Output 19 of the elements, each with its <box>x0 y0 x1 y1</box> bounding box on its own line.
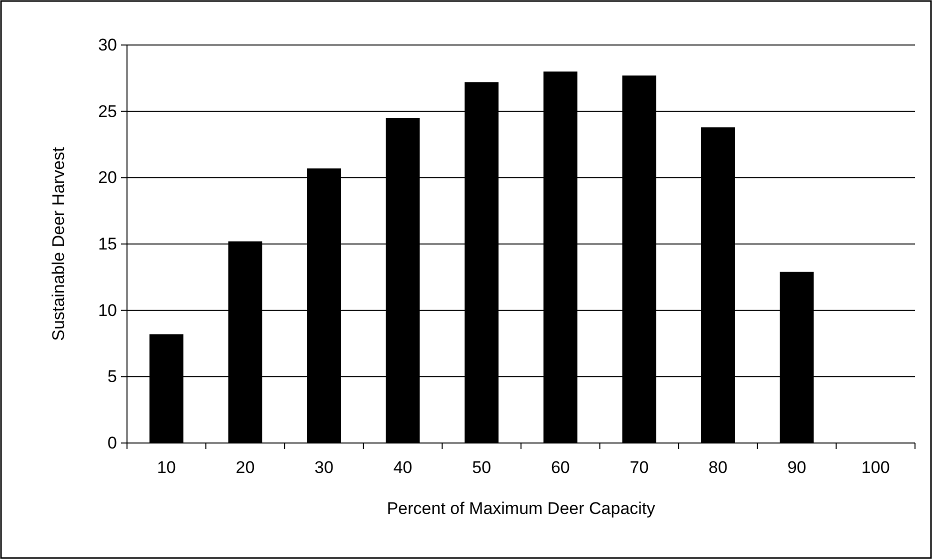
x-tick-label: 70 <box>630 458 649 477</box>
x-tick-label: 30 <box>314 458 334 477</box>
y-tick-label: 10 <box>98 300 117 320</box>
y-tick-label: 20 <box>98 168 117 188</box>
y-tick-label: 5 <box>108 367 117 386</box>
y-tick-label: 30 <box>98 35 117 54</box>
x-tick-label: 90 <box>787 458 806 477</box>
y-axis-title: Sustainable Deer Harvest <box>49 146 68 341</box>
x-tick-label: 10 <box>156 458 176 477</box>
y-tick-label: 25 <box>98 102 117 121</box>
x-tick-label: 80 <box>708 458 728 477</box>
x-tick-label: 40 <box>393 458 412 477</box>
x-axis-title: Percent of Maximum Deer Capacity <box>386 499 656 518</box>
x-tick-label: 60 <box>550 458 570 477</box>
x-tick-label: 50 <box>472 458 492 477</box>
x-tick-label: 20 <box>236 458 255 477</box>
y-tick-label: 15 <box>98 234 117 254</box>
y-tick-label: 0 <box>108 433 117 452</box>
x-tick-label: 100 <box>861 458 890 477</box>
